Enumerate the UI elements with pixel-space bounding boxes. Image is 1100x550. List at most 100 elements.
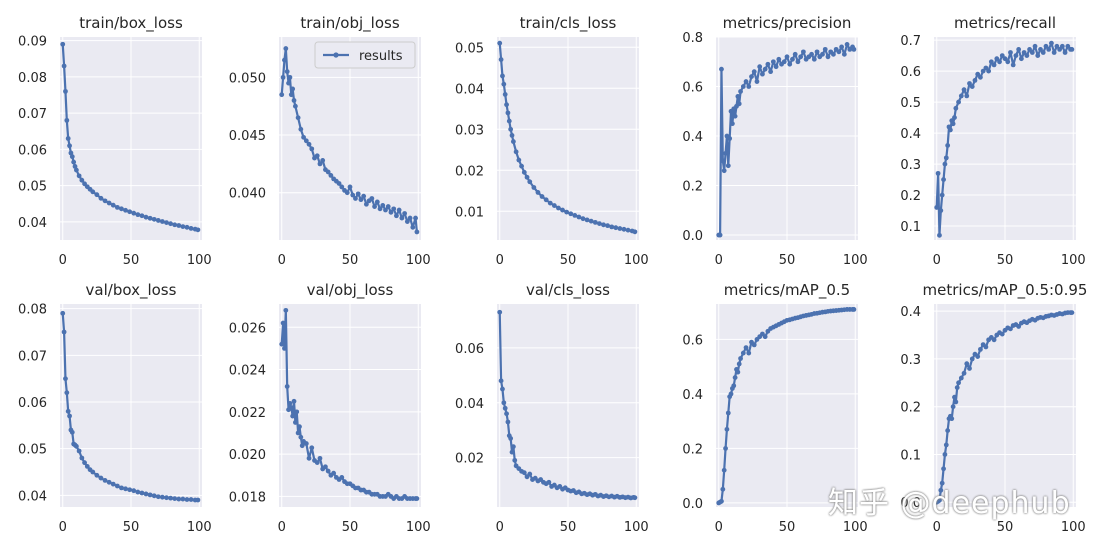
- x-tick-label: 50: [342, 253, 359, 268]
- data-point: [1038, 46, 1043, 52]
- data-point: [504, 102, 509, 108]
- x-tick-label: 0: [59, 520, 67, 535]
- data-point: [309, 445, 315, 451]
- data-point: [621, 226, 627, 232]
- data-point: [184, 497, 190, 502]
- data-point: [195, 497, 201, 503]
- data-point: [331, 470, 337, 476]
- data-point: [131, 210, 137, 216]
- y-tick-label: 0.045: [229, 129, 266, 144]
- data-point: [601, 222, 606, 228]
- data-point: [795, 59, 801, 65]
- data-point: [301, 134, 306, 140]
- data-point: [288, 92, 294, 98]
- data-point: [958, 93, 964, 99]
- data-point: [164, 220, 169, 226]
- data-point: [531, 185, 537, 190]
- x-tick-label: 100: [843, 253, 868, 268]
- x-tick-label: 50: [997, 253, 1014, 268]
- data-point: [740, 350, 746, 356]
- data-point: [160, 494, 165, 500]
- data-point: [123, 486, 128, 492]
- data-point: [625, 227, 631, 233]
- subplot-p7: 0 50 100 0.018 0.020 0.022 0.024 0.026 val/obj_l…: [229, 281, 431, 535]
- data-point: [980, 68, 986, 74]
- data-point: [836, 49, 842, 55]
- data-point: [119, 485, 124, 491]
- y-tick-label: 0.050: [229, 71, 266, 86]
- data-point: [114, 483, 120, 489]
- data-point: [388, 209, 394, 215]
- data-point: [139, 490, 145, 496]
- data-point: [765, 61, 771, 67]
- data-point: [90, 469, 96, 475]
- data-point: [811, 56, 817, 62]
- data-point: [743, 79, 749, 84]
- data-point: [1016, 324, 1022, 329]
- plot-title: val/box_loss: [86, 281, 177, 300]
- x-tick-label: 0: [496, 253, 504, 268]
- data-point: [501, 400, 507, 406]
- data-point: [572, 212, 578, 218]
- data-point: [369, 196, 375, 201]
- data-point: [1059, 43, 1065, 49]
- data-point: [967, 81, 972, 86]
- data-point: [735, 369, 741, 375]
- data-point: [1046, 46, 1052, 52]
- y-tick-label: 0.04: [455, 397, 484, 412]
- data-point: [67, 413, 72, 419]
- data-point: [1008, 50, 1013, 55]
- data-point: [521, 169, 527, 175]
- data-point: [535, 190, 541, 195]
- data-point: [945, 428, 951, 433]
- data-point: [498, 378, 504, 384]
- data-point: [831, 51, 836, 57]
- data-point: [355, 191, 361, 197]
- plot-title: val/cls_loss: [526, 281, 610, 300]
- data-point: [746, 350, 752, 356]
- data-point: [135, 212, 141, 218]
- y-tick-label: 0.4: [682, 388, 703, 403]
- data-point: [102, 478, 108, 483]
- data-point: [941, 177, 946, 182]
- data-point: [131, 488, 137, 494]
- data-point: [377, 206, 383, 212]
- data-point: [942, 161, 948, 167]
- data-point: [176, 223, 182, 228]
- y-tick-label: 0.4: [682, 130, 703, 145]
- plot-title: train/obj_loss: [300, 14, 399, 33]
- data-point: [168, 221, 173, 227]
- x-tick-label: 50: [560, 520, 577, 535]
- y-tick-label: 0.04: [18, 216, 47, 231]
- data-point: [937, 497, 942, 503]
- data-point: [825, 54, 831, 60]
- y-tick-label: 0.5: [900, 96, 921, 111]
- data-point: [605, 223, 610, 229]
- data-point: [732, 113, 738, 119]
- x-tick-label: 50: [560, 253, 577, 268]
- y-tick-label: 0.03: [455, 123, 484, 138]
- data-point: [978, 346, 983, 352]
- y-tick-label: 0.018: [229, 490, 266, 505]
- data-point: [728, 391, 734, 397]
- data-point: [1043, 43, 1049, 49]
- data-point: [76, 173, 82, 179]
- data-point: [151, 216, 157, 222]
- y-tick-label: 0.05: [455, 41, 484, 56]
- data-point: [1054, 43, 1060, 49]
- data-point: [746, 84, 752, 89]
- data-point: [556, 205, 561, 211]
- data-point: [1032, 43, 1038, 49]
- data-point: [155, 494, 161, 500]
- data-point: [414, 496, 420, 501]
- y-tick-label: 0.06: [18, 143, 47, 158]
- data-point: [719, 498, 724, 504]
- data-point: [69, 154, 75, 160]
- data-point: [73, 167, 79, 173]
- data-point: [294, 409, 300, 415]
- data-point: [84, 464, 90, 469]
- data-point: [1024, 53, 1030, 58]
- data-point: [63, 88, 68, 94]
- data-point: [953, 105, 959, 111]
